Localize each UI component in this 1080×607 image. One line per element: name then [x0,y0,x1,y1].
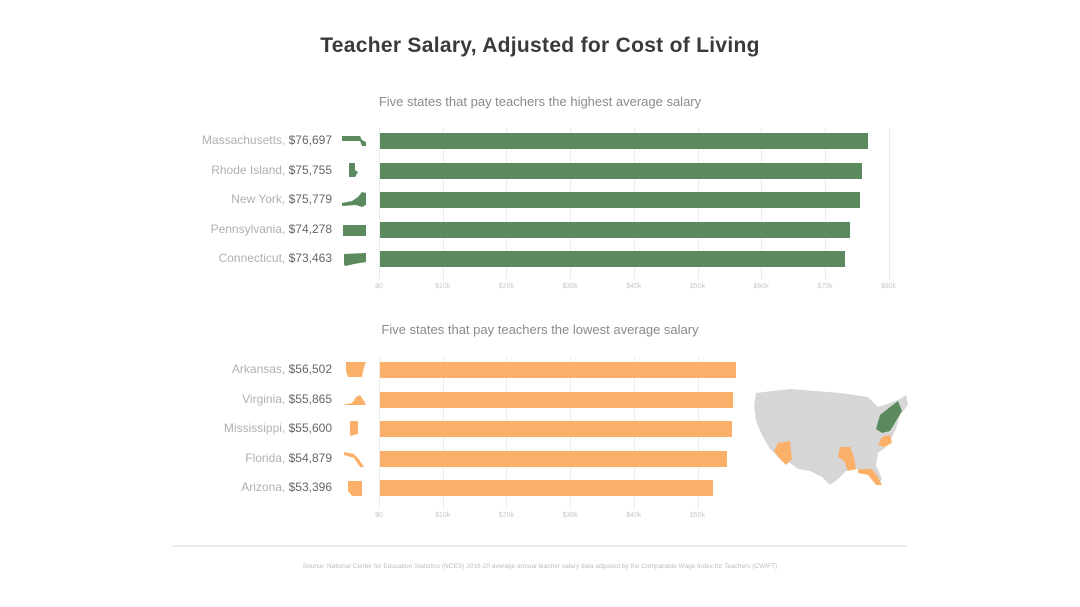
bar-label: Arkansas, $56,502 [232,362,332,376]
state-name: Connecticut, [218,251,289,265]
salary-value: $56,502 [288,362,332,376]
salary-bar [380,192,860,208]
salary-value: $75,779 [288,192,332,206]
axis-tick-label: $20k [498,282,514,290]
high-states-region [876,401,902,433]
salary-value: $73,463 [288,251,332,265]
axis-tick-label: $20k [498,511,514,519]
bar-row: Connecticut, $73,463 [0,250,1080,268]
bar-row: Florida, $54,879 [0,450,1080,468]
salary-bar [380,162,862,179]
state-name: Virginia, [242,391,289,406]
bar-row: Mississippi, $55,600 [0,420,1080,438]
state-shape-icon [350,421,358,436]
state-shape-icon [346,362,366,377]
bar-row: Massachusetts, $76,697 [0,132,1080,150]
bar-label: Florida, $54,879 [245,451,332,465]
state-shape-icon [343,224,366,236]
bar-label: Arizona, $53,396 [241,480,332,494]
axis-tick-label: $60k [753,282,769,290]
florida-region [858,469,882,485]
bar-row: Virginia, $55,865 [0,391,1080,409]
bar-label: Massachusetts, $76,697 [202,133,332,147]
top-subtitle: Five states that pay teachers the highes… [378,94,702,109]
state-name: Mississippi, [223,421,289,435]
state-name: Rhode Island, [211,162,289,177]
salary-bar [380,251,845,267]
salary-bar [380,133,868,149]
bar-label: Virginia, $55,865 [242,392,332,406]
salary-value: $53,396 [288,480,332,494]
bar-row: Arizona, $53,396 [0,479,1080,497]
state-name: Arizona, [241,480,289,494]
state-shape-icon [348,481,362,496]
bar-row: Arkansas, $56,502 [0,361,1080,379]
state-shape-icon [342,192,366,207]
axis-tick-label: $70k [817,282,833,290]
virginia-region [878,435,892,447]
salary-value: $75,755 [288,162,332,177]
state-shape-icon [342,394,366,405]
state-shape-icon [342,136,366,146]
arkansas-mississippi-region [838,447,856,471]
us-mainland-shape [754,389,908,485]
axis-tick-label: $40k [626,282,642,290]
footer-divider [172,545,907,547]
us-map-icon [754,389,908,485]
salary-bar [380,450,728,467]
state-shape-icon [349,162,358,177]
axis-tick-label: $10k [435,511,451,519]
axis-tick-label: $80k [881,282,897,290]
state-name: New York, [231,192,289,206]
state-name: Massachusetts, [201,133,289,147]
axis-tick-label: $50k [689,511,706,519]
axis-tick-label: $50k [689,282,706,290]
salary-value: $74,278 [288,221,332,236]
bar-label: Rhode Island, $75,755 [211,163,332,177]
salary-bar [380,421,733,437]
salary-bar [380,391,734,408]
state-name: Pennsylvania, [210,221,289,236]
state-shape-icon [344,451,364,467]
bar-label: Mississippi, $55,600 [224,421,332,435]
gridline [379,357,380,509]
axis-tick-label: $30k [562,282,578,290]
salary-bar [380,480,714,496]
bar-row: New York, $75,779 [0,191,1080,209]
axis-tick-label: $10k [435,282,451,290]
salary-value: $76,697 [288,133,332,147]
salary-value: $55,865 [288,391,332,406]
bar-row: Pennsylvania, $74,278 [0,221,1080,239]
salary-value: $54,879 [288,450,332,465]
axis-tick-label: $40k [626,511,642,519]
bar-row: Rhode Island, $75,755 [0,162,1080,180]
state-name: Arkansas, [231,362,289,376]
axis-tick-label: $30k [562,511,578,519]
axis-tick-label: $0 [375,511,383,519]
gridline [888,128,890,280]
salary-value: $55,600 [288,421,332,435]
bar-label: Pennsylvania, $74,278 [211,222,332,236]
state-shape-icon [344,253,366,266]
bar-label: New York, $75,779 [231,192,332,206]
gridline [379,128,380,280]
state-name: Florida, [245,450,289,465]
bar-label: Connecticut, $73,463 [219,251,332,265]
arizona-region [774,441,792,465]
bottom-subtitle: Five states that pay teachers the lowest… [381,322,699,337]
salary-bar [380,362,737,378]
source-note: Source: National Center for Education St… [302,563,778,570]
chart-title: Teacher Salary, Adjusted for Cost of Liv… [320,34,760,57]
axis-tick-label: $0 [375,282,383,290]
salary-bar [380,221,851,238]
